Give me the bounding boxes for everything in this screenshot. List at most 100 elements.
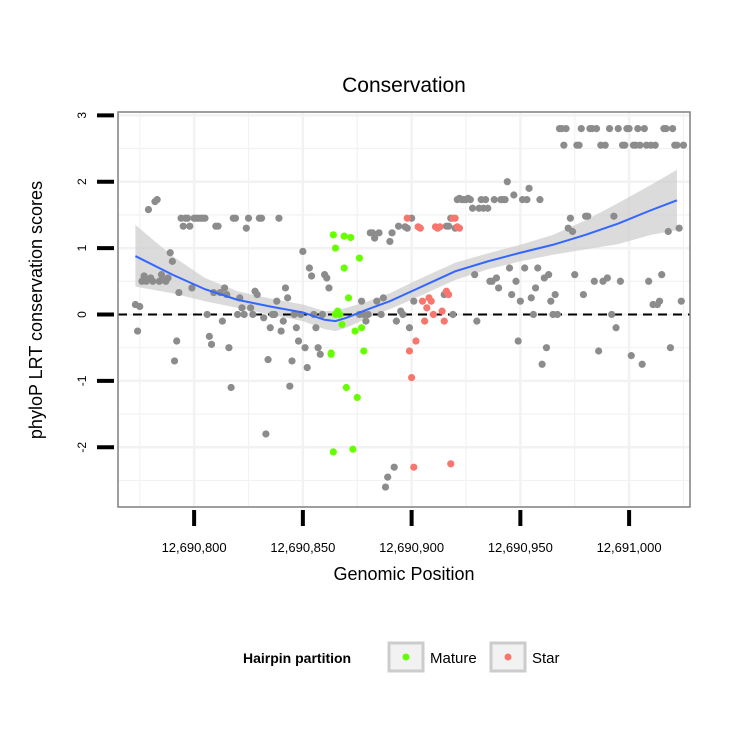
- other-data-point: [266, 324, 274, 332]
- mature-data-point: [355, 254, 364, 262]
- x-tick-label: 12,690,900: [379, 540, 444, 555]
- other-data-point: [188, 284, 196, 292]
- other-data-point: [621, 141, 629, 149]
- star-data-point: [436, 223, 444, 231]
- other-data-point: [290, 310, 298, 319]
- plot-area: [117, 111, 691, 508]
- star-data-point: [429, 310, 437, 319]
- star-data-point: [418, 297, 427, 305]
- other-data-point: [449, 310, 457, 319]
- other-data-point: [305, 264, 313, 272]
- other-data-point: [516, 297, 524, 305]
- other-data-point: [529, 310, 538, 319]
- other-data-point: [314, 344, 322, 352]
- other-data-point: [521, 264, 529, 272]
- other-data-point: [512, 277, 520, 285]
- other-data-point: [508, 290, 516, 299]
- other-data-point: [281, 284, 290, 292]
- x-tick-label: 12,690,850: [270, 540, 335, 555]
- other-data-point: [173, 337, 181, 345]
- other-data-point: [616, 277, 625, 285]
- chart-title: Conservation: [342, 74, 466, 97]
- other-data-point: [592, 124, 601, 133]
- other-data-point: [679, 141, 688, 149]
- other-data-point: [551, 290, 559, 299]
- other-data-point: [590, 277, 598, 285]
- loess-smooth-line: [134, 199, 678, 323]
- other-data-point: [318, 310, 327, 319]
- other-data-point: [386, 237, 394, 246]
- other-data-point: [225, 344, 233, 352]
- other-data-point: [381, 483, 390, 491]
- other-data-point: [553, 310, 561, 319]
- mature-data-point: [336, 310, 344, 319]
- x-axis: 12,690,800 12,690,850 12,690,900 12,690,950…: [162, 510, 662, 555]
- star-data-point: [408, 373, 416, 382]
- star-data-point: [455, 224, 464, 232]
- legend: Hairpin partition Mature Star: [243, 641, 560, 673]
- other-data-point: [399, 310, 407, 319]
- legend-label-mature: Mature: [430, 650, 477, 667]
- mature-data-point: [351, 327, 359, 335]
- other-data-point: [357, 297, 366, 305]
- other-data-point: [388, 229, 396, 237]
- other-data-point: [534, 264, 542, 272]
- y-tick-label: 2: [75, 178, 89, 185]
- other-data-point: [144, 205, 153, 214]
- star-data-point: [403, 214, 411, 222]
- confidence-band: [135, 169, 677, 332]
- other-data-point: [286, 382, 294, 390]
- other-data-point: [677, 297, 685, 305]
- x-tick-label: 12,690,800: [162, 540, 227, 555]
- other-data-point: [392, 317, 400, 325]
- other-data-point: [325, 284, 333, 292]
- other-data-point: [316, 350, 324, 358]
- other-data-point: [614, 124, 622, 133]
- other-data-point: [168, 257, 176, 265]
- mature-data-point: [347, 233, 355, 242]
- star-data-point: [440, 317, 448, 325]
- x-tick-label: 12,691,000: [597, 540, 662, 555]
- other-data-point: [207, 340, 216, 348]
- other-data-point: [242, 224, 250, 232]
- other-data-point: [525, 184, 533, 192]
- mature-data-point: [340, 232, 348, 240]
- grid-lines: [118, 112, 690, 507]
- other-data-point: [471, 271, 479, 279]
- other-data-point: [227, 383, 235, 392]
- mature-data-point: [327, 349, 335, 357]
- other-data-point: [264, 356, 272, 364]
- other-data-point: [166, 249, 174, 257]
- other-data-point: [257, 214, 266, 222]
- other-data-point: [495, 284, 503, 292]
- other-data-point: [605, 124, 614, 133]
- other-data-point: [170, 357, 179, 365]
- other-data-point: [284, 294, 292, 302]
- other-data-point: [288, 357, 296, 365]
- other-data-point: [362, 317, 370, 325]
- other-data-point: [403, 224, 411, 232]
- other-data-point: [664, 227, 672, 236]
- other-data-point: [612, 324, 620, 332]
- mature-data-point: [360, 347, 368, 355]
- other-data-point: [481, 196, 490, 204]
- other-data-point: [603, 274, 611, 282]
- other-data-point: [490, 196, 498, 204]
- other-data-point: [262, 430, 270, 438]
- mature-points-series: [327, 231, 368, 456]
- other-data-point: [577, 124, 585, 133]
- legend-label-star: Star: [532, 650, 560, 667]
- other-data-point: [186, 222, 194, 230]
- other-data-point: [536, 196, 544, 204]
- other-data-point: [373, 297, 381, 305]
- star-data-point: [410, 463, 418, 471]
- other-data-point: [610, 212, 618, 220]
- other-data-point: [627, 352, 635, 360]
- other-data-point: [312, 324, 320, 332]
- other-data-point: [390, 463, 398, 471]
- other-data-point: [492, 274, 501, 282]
- other-data-point: [379, 294, 387, 302]
- other-data-point: [473, 317, 481, 325]
- other-data-point: [371, 234, 379, 242]
